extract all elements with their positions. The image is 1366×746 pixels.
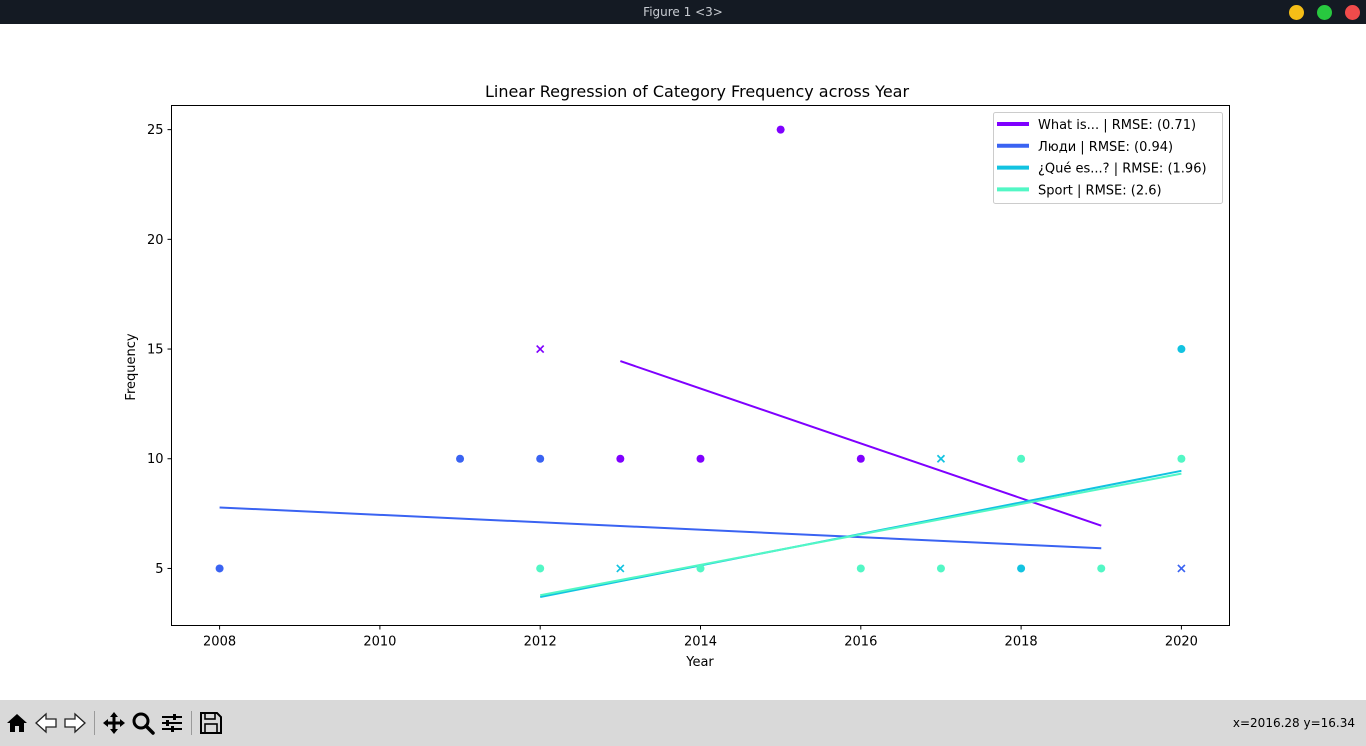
data-point-x — [1177, 564, 1186, 573]
data-point — [1017, 564, 1026, 573]
regression-line — [620, 360, 1102, 527]
close-button[interactable] — [1345, 5, 1360, 20]
x-axis-label: Year — [685, 655, 714, 670]
regression-line — [219, 506, 1102, 550]
x-tick-label: 2010 — [363, 635, 396, 650]
chart: Linear Regression of Category Frequency … — [124, 82, 1230, 670]
data-point — [1177, 345, 1186, 354]
minimize-button[interactable] — [1289, 5, 1304, 20]
y-tick-label: 15 — [147, 343, 164, 358]
y-axis-label: Frequency — [124, 333, 139, 400]
home-icon[interactable] — [4, 710, 30, 736]
data-point — [1177, 454, 1186, 463]
y-tick-label: 25 — [147, 123, 164, 138]
plot-frame — [171, 105, 1230, 626]
window-title: Figure 1 <3> — [643, 5, 723, 19]
legend-box — [993, 112, 1223, 204]
data-point-x — [536, 344, 545, 354]
data-point — [856, 454, 865, 463]
configure-subplots-icon[interactable] — [159, 710, 185, 736]
data-point-x — [616, 564, 625, 573]
regression-line — [540, 472, 1182, 597]
data-point — [616, 454, 625, 463]
data-point — [696, 564, 705, 573]
save-icon[interactable] — [198, 710, 224, 736]
y-tick-label: 20 — [147, 233, 164, 248]
x-tick-label: 2016 — [844, 635, 877, 650]
legend: What is... | RMSE: (0.71) Люди | RMSE: (0… — [993, 112, 1223, 204]
data-point-x — [936, 454, 946, 463]
x-tick-label: 2012 — [524, 635, 557, 650]
data-point — [1097, 564, 1106, 573]
data-point — [215, 564, 224, 573]
maximize-button[interactable] — [1317, 5, 1332, 20]
data-point — [536, 564, 545, 573]
data-point — [936, 564, 945, 573]
data-point — [536, 454, 545, 463]
y-tick-label: 10 — [147, 452, 164, 467]
zoom-icon[interactable] — [130, 710, 156, 736]
toolbar-separator — [94, 711, 95, 735]
x-tick-label: 2008 — [203, 635, 236, 650]
x-tick-label: 2014 — [684, 635, 717, 650]
data-point — [856, 564, 865, 573]
chart-title: Linear Regression of Category Frequency … — [485, 82, 910, 101]
data-point — [696, 454, 705, 463]
figure-canvas[interactable]: Linear Regression of Category Frequency … — [0, 24, 1366, 700]
data-point — [776, 125, 785, 134]
y-tick-label: 5 — [155, 562, 163, 577]
x-tick-label: 2020 — [1165, 635, 1198, 650]
data-point — [456, 454, 465, 463]
data-point — [1017, 454, 1026, 463]
forward-arrow-icon[interactable] — [62, 710, 88, 736]
back-arrow-icon[interactable] — [33, 710, 59, 736]
x-tick-label: 2018 — [1005, 635, 1038, 650]
legend-label: What is... | RMSE: (0.71) — [1038, 118, 1196, 133]
legend-label: Люди | RMSE: (0.94) — [1038, 140, 1173, 155]
toolbar-separator — [191, 711, 192, 735]
pan-icon[interactable] — [101, 710, 127, 736]
legend-label: ¿Qué es...? | RMSE: (1.96) — [1038, 162, 1207, 177]
navigation-toolbar: x=2016.28 y=16.34 — [0, 700, 1366, 746]
legend-label: Sport | RMSE: (2.6) — [1038, 183, 1162, 198]
window-titlebar: Figure 1 <3> — [0, 0, 1366, 24]
cursor-coordinates: x=2016.28 y=16.34 — [1232, 716, 1355, 730]
